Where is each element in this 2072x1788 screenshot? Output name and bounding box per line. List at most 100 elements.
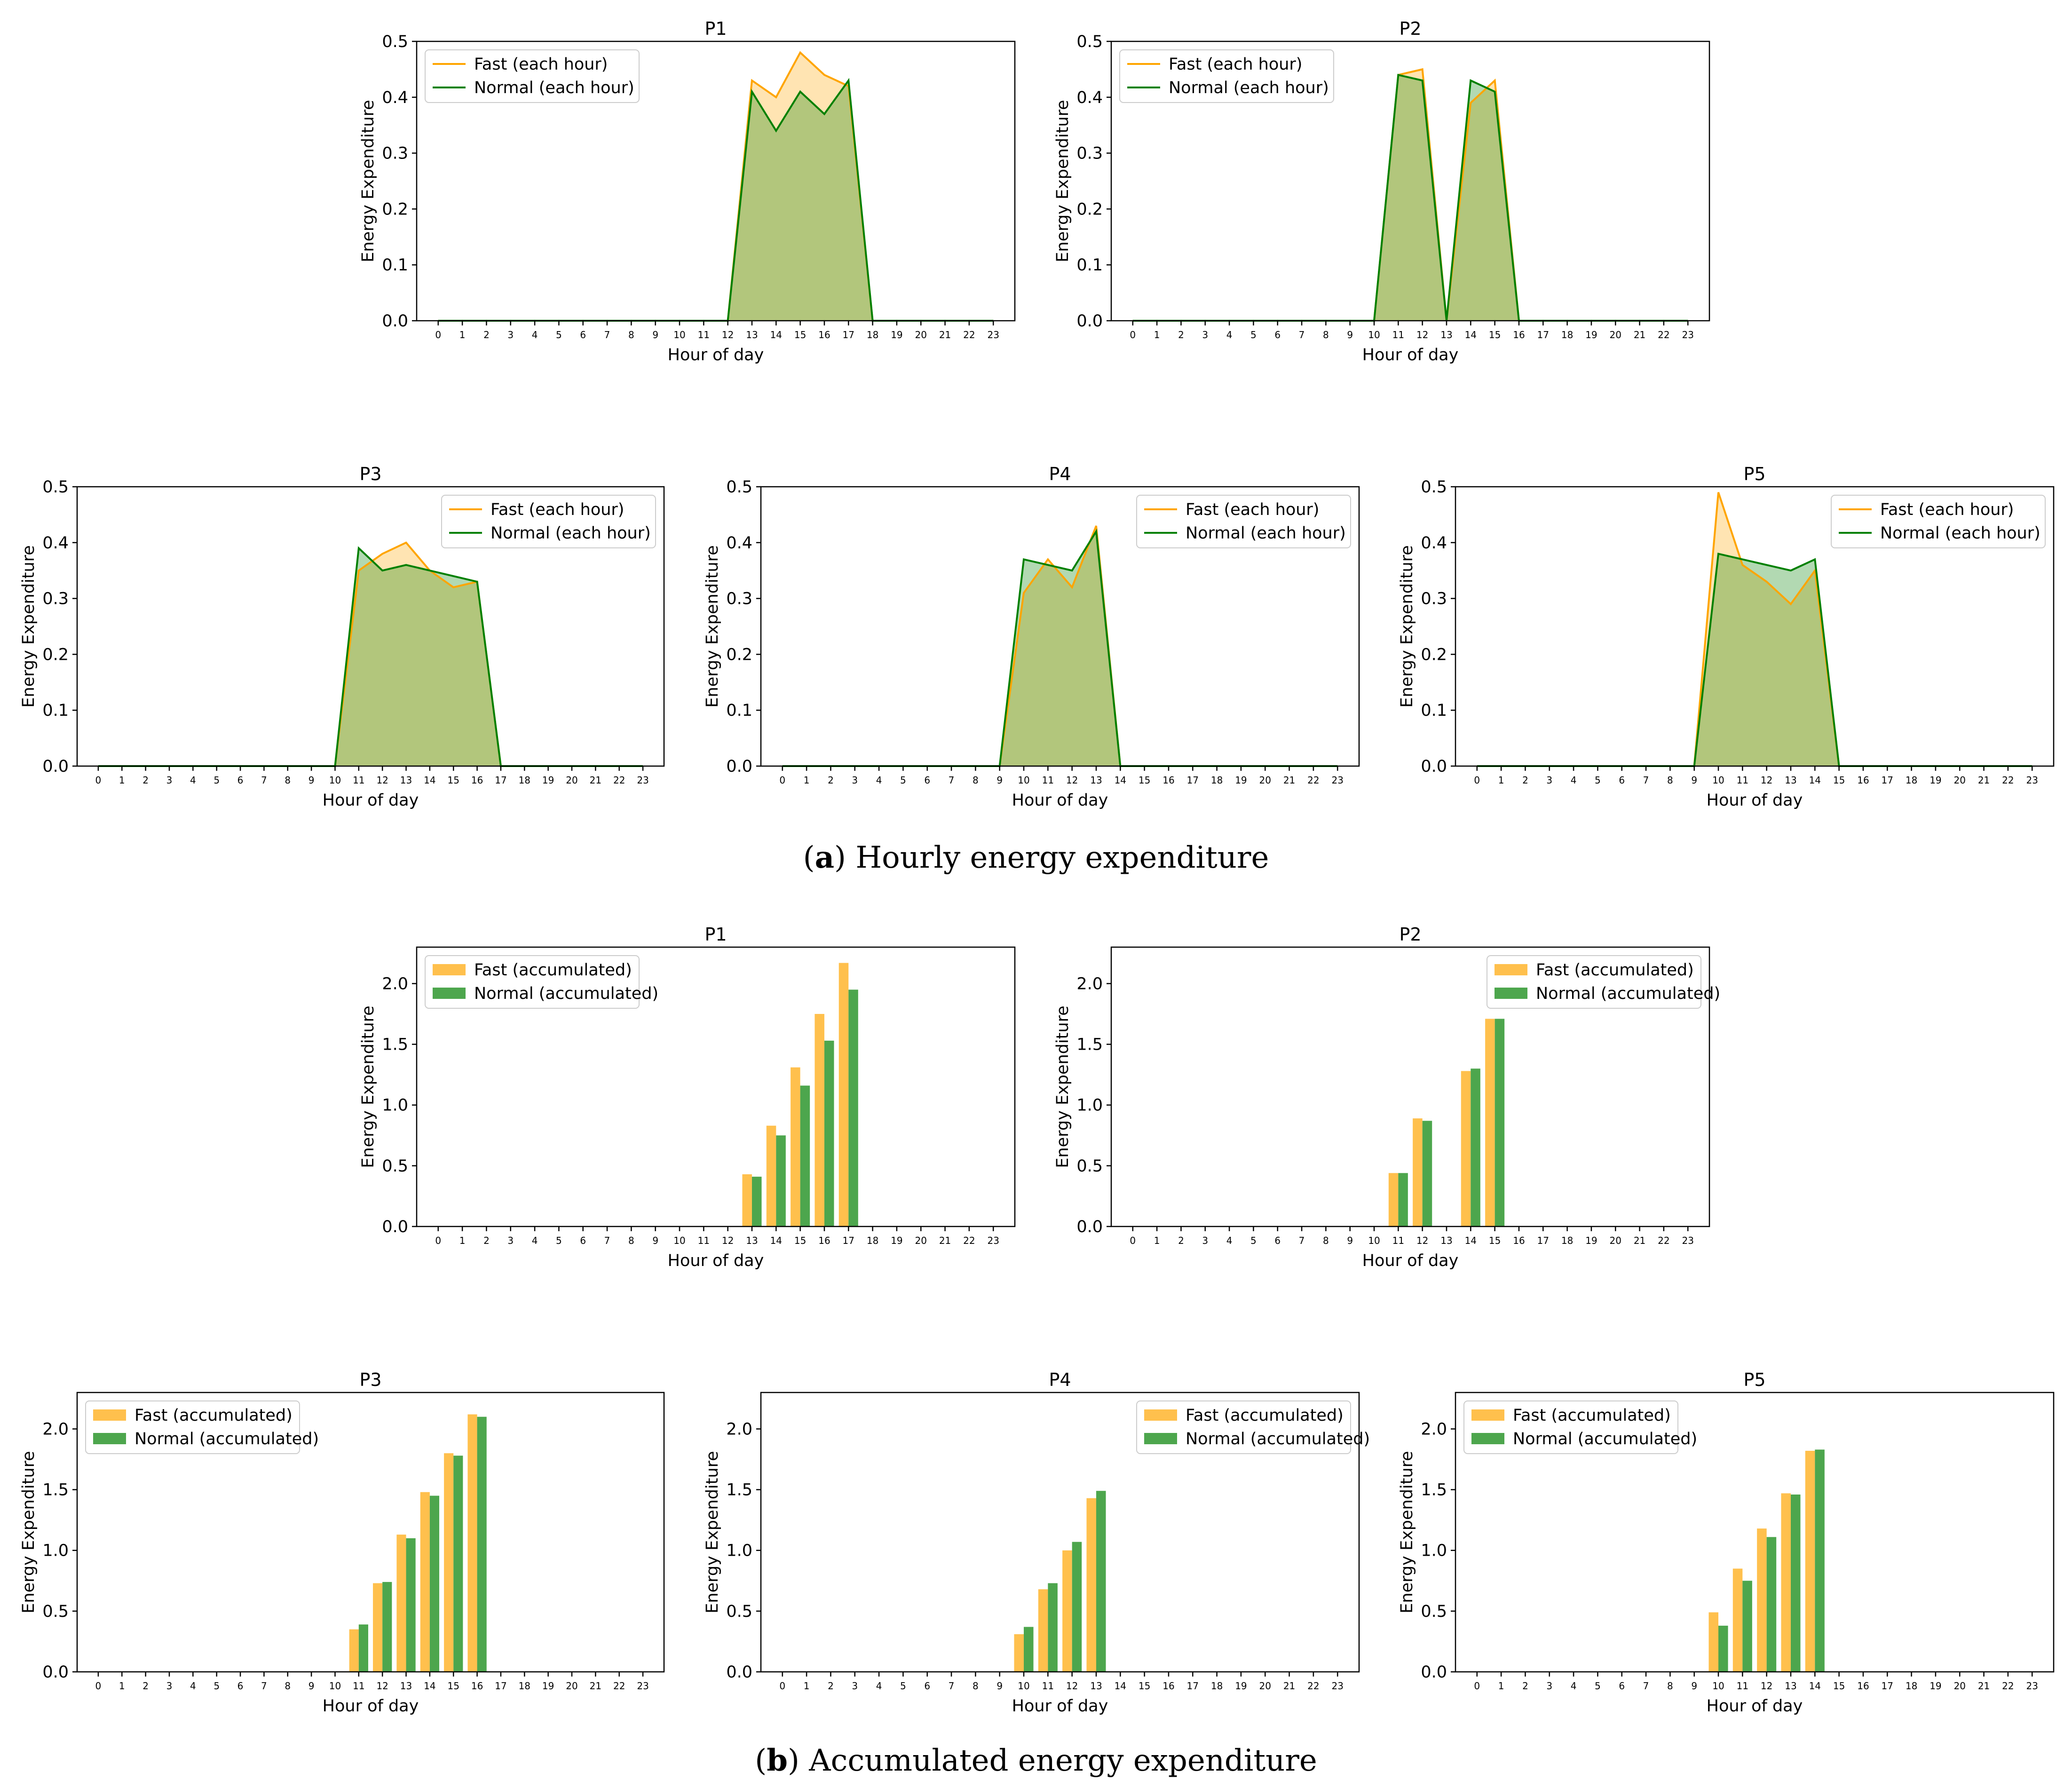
- y-axis-label: Energy Expenditure: [1398, 1451, 1416, 1613]
- x-tick-label: 3: [1202, 329, 1208, 340]
- x-tick-label: 2: [483, 1235, 490, 1246]
- legend-box: [1136, 1400, 1351, 1454]
- x-tick-label: 16: [1163, 1680, 1174, 1692]
- x-tick-label: 19: [542, 775, 554, 786]
- x-tick-label: 10: [1018, 1680, 1029, 1692]
- normal-area: [782, 531, 1338, 766]
- x-tick-label: 4: [876, 1680, 882, 1692]
- x-tick-label: 20: [1954, 775, 1966, 786]
- chart-title: P4: [1049, 464, 1071, 484]
- y-tick-label: 0.1: [42, 701, 69, 720]
- y-tick-label: 2.0: [42, 1420, 69, 1439]
- legend: Fast (accumulated) Normal (accumulated): [1463, 1400, 1697, 1454]
- x-tick-label: 1: [119, 775, 125, 786]
- normal-bar: [1742, 1581, 1752, 1672]
- x-tick-label: 19: [1585, 329, 1597, 340]
- normal-bar: [429, 1495, 440, 1672]
- legend-swatch: [433, 988, 466, 999]
- normal-bar: [1422, 1121, 1432, 1226]
- legend-box: [1136, 495, 1351, 548]
- normal-area: [438, 80, 994, 321]
- x-tick-label: 21: [939, 329, 951, 340]
- caption-a: (a) Hourly energy expenditure: [803, 840, 1269, 875]
- plot-frame: [1110, 946, 1710, 1227]
- x-tick-label: 6: [1619, 1680, 1625, 1692]
- x-tick-label: 21: [1283, 1680, 1295, 1692]
- x-tick-label: 4: [190, 775, 196, 786]
- x-tick-label: 14: [424, 775, 435, 786]
- x-axis-label: Hour of day: [1707, 1697, 1803, 1716]
- x-tick-label: 16: [471, 775, 483, 786]
- y-tick-label: 1.0: [726, 1542, 752, 1560]
- normal-bar: [1024, 1627, 1034, 1672]
- fast-bar: [373, 1583, 383, 1672]
- normal-bar: [477, 1416, 487, 1672]
- x-tick-label: 20: [915, 329, 927, 340]
- x-tick-label: 22: [613, 1680, 625, 1692]
- x-tick-label: 15: [1489, 1235, 1501, 1246]
- x-tick-label: 18: [1906, 1680, 1917, 1692]
- x-tick-label: 0: [1474, 1680, 1480, 1692]
- x-axis-label: Hour of day: [323, 1697, 419, 1716]
- y-tick-label: 1.0: [1421, 1542, 1447, 1560]
- x-tick-label: 18: [1561, 329, 1573, 340]
- x-tick-label: 11: [353, 775, 364, 786]
- normal-area: [1132, 75, 1688, 321]
- x-tick-label: 10: [673, 329, 685, 340]
- x-tick-label: 10: [673, 1235, 685, 1246]
- normal-bar: [1790, 1494, 1801, 1672]
- x-tick-label: 4: [1571, 775, 1577, 786]
- x-tick-label: 11: [1042, 1680, 1054, 1692]
- x-tick-label: 0: [1130, 1235, 1136, 1246]
- y-axis-label: Energy Expenditure: [703, 545, 722, 707]
- x-tick-label: 16: [1857, 775, 1869, 786]
- x-tick-label: 19: [1930, 775, 1941, 786]
- fast-bar: [1461, 1071, 1471, 1226]
- fast-bar: [396, 1535, 406, 1672]
- x-tick-label: 21: [1978, 1680, 1990, 1692]
- legend-entry: Normal (accumulated): [134, 1430, 319, 1448]
- x-tick-label: 0: [435, 1235, 441, 1246]
- x-tick-label: 6: [924, 775, 930, 786]
- y-tick-label: 2.0: [382, 974, 408, 993]
- normal-area: [98, 548, 643, 766]
- legend-entry: Fast (each hour): [474, 55, 608, 74]
- x-tick-label: 13: [1090, 1680, 1102, 1692]
- chart-title: P5: [1743, 1369, 1765, 1390]
- x-tick-label: 15: [448, 1680, 459, 1692]
- x-tick-label: 1: [459, 329, 466, 340]
- x-tick-label: 14: [1115, 775, 1126, 786]
- y-tick-label: 0.0: [1076, 1218, 1103, 1236]
- x-axis-label: Hour of day: [668, 346, 764, 364]
- x-tick-label: 23: [1682, 1235, 1693, 1246]
- x-tick-label: 2: [1522, 775, 1528, 786]
- legend-entry: Normal (each hour): [1186, 524, 1346, 543]
- x-tick-label: 9: [308, 775, 315, 786]
- y-tick-label: 0.0: [42, 757, 69, 776]
- legend: Fast (accumulated) Normal (accumulated): [1136, 1400, 1370, 1454]
- x-tick-label: 17: [843, 1235, 854, 1246]
- x-tick-label: 9: [308, 1680, 315, 1692]
- x-tick-label: 21: [1634, 1235, 1645, 1246]
- x-tick-label: 12: [1416, 329, 1428, 340]
- x-tick-label: 2: [1522, 1680, 1528, 1692]
- x-tick-label: 6: [237, 775, 244, 786]
- x-tick-label: 16: [1513, 1235, 1525, 1246]
- x-tick-label: 13: [400, 775, 412, 786]
- x-tick-label: 13: [746, 1235, 758, 1246]
- normal-bar: [1471, 1068, 1480, 1226]
- x-tick-label: 20: [1954, 1680, 1966, 1692]
- chart-a2: P20.00.10.20.30.40.50 1 2 3 4 5 6 7 8 9 10 11 12 13 14…: [1053, 18, 1710, 364]
- fast-bar: [1485, 1019, 1495, 1226]
- x-tick-label: 8: [973, 1680, 979, 1692]
- y-tick-label: 0.1: [726, 701, 752, 720]
- y-tick-label: 1.0: [1076, 1096, 1103, 1115]
- y-tick-label: 0.5: [382, 1157, 408, 1176]
- x-tick-label: 6: [580, 329, 586, 340]
- x-tick-label: 10: [1368, 1235, 1380, 1246]
- chart-title: P5: [1743, 464, 1765, 484]
- x-tick-label: 2: [828, 775, 834, 786]
- y-tick-label: 0.0: [726, 757, 752, 776]
- legend-entry: Normal (each hour): [490, 524, 651, 543]
- x-tick-label: 21: [1283, 775, 1295, 786]
